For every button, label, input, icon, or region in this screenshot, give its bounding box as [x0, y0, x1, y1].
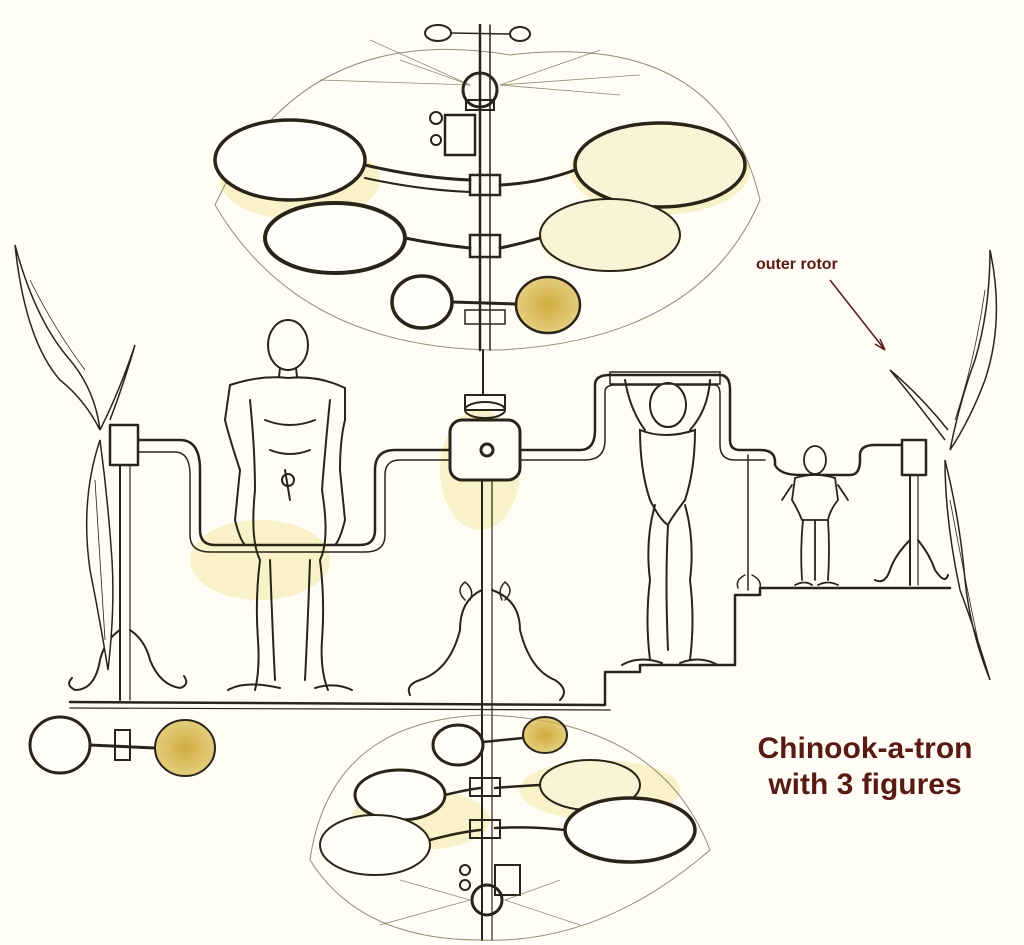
floor-line	[68, 586, 952, 707]
figure-small	[781, 445, 849, 586]
top-weight-right-2	[539, 198, 681, 272]
caption-line-1: Chinook-a-tron	[757, 732, 973, 765]
center-stand	[407, 589, 483, 696]
bottom-weight-left-3	[319, 814, 431, 876]
bottom-weight-left-1	[431, 723, 485, 767]
figure-medium	[609, 371, 721, 666]
right-drive-beam	[518, 373, 922, 477]
bottom-rotor-disc-outline	[309, 714, 711, 941]
right-outer-rotor	[889, 249, 998, 681]
top-weight-right-3	[514, 275, 582, 335]
caption-line-2: with 3 figures	[768, 768, 962, 801]
lower-left-weight	[28, 715, 216, 777]
top-rotor-assembly	[213, 23, 761, 352]
bottom-weight-right-3	[563, 796, 697, 864]
top-weight-left-3	[390, 274, 454, 330]
bottom-rotor-assembly	[309, 714, 711, 941]
bottom-hub	[470, 883, 504, 917]
top-blade-strokes	[319, 39, 641, 96]
top-weight-left-2	[263, 201, 407, 275]
top-tiny-weight-left	[424, 24, 452, 42]
main-frame	[68, 349, 952, 941]
bottom-weight-right-1	[522, 716, 568, 754]
top-weight-left-1	[213, 118, 367, 202]
top-gearbox	[443, 113, 477, 157]
outer-rotor-label: outer rotor	[756, 256, 838, 273]
bottom-weight-left-2	[353, 768, 447, 822]
top-tiny-weight-right	[509, 26, 531, 42]
diagram-caption: Chinook-a-tron with 3 figures	[740, 731, 990, 803]
top-rotor-disc-outline	[214, 48, 761, 351]
central-gearbox	[448, 418, 522, 482]
figure-large	[223, 319, 353, 691]
left-drive-beam	[128, 438, 452, 547]
left-outer-rotor	[14, 244, 136, 671]
top-hub	[461, 71, 499, 109]
outer-rotor-arrow	[829, 279, 886, 351]
top-weight-right-1	[573, 121, 747, 209]
bottom-gearbox	[494, 864, 521, 896]
